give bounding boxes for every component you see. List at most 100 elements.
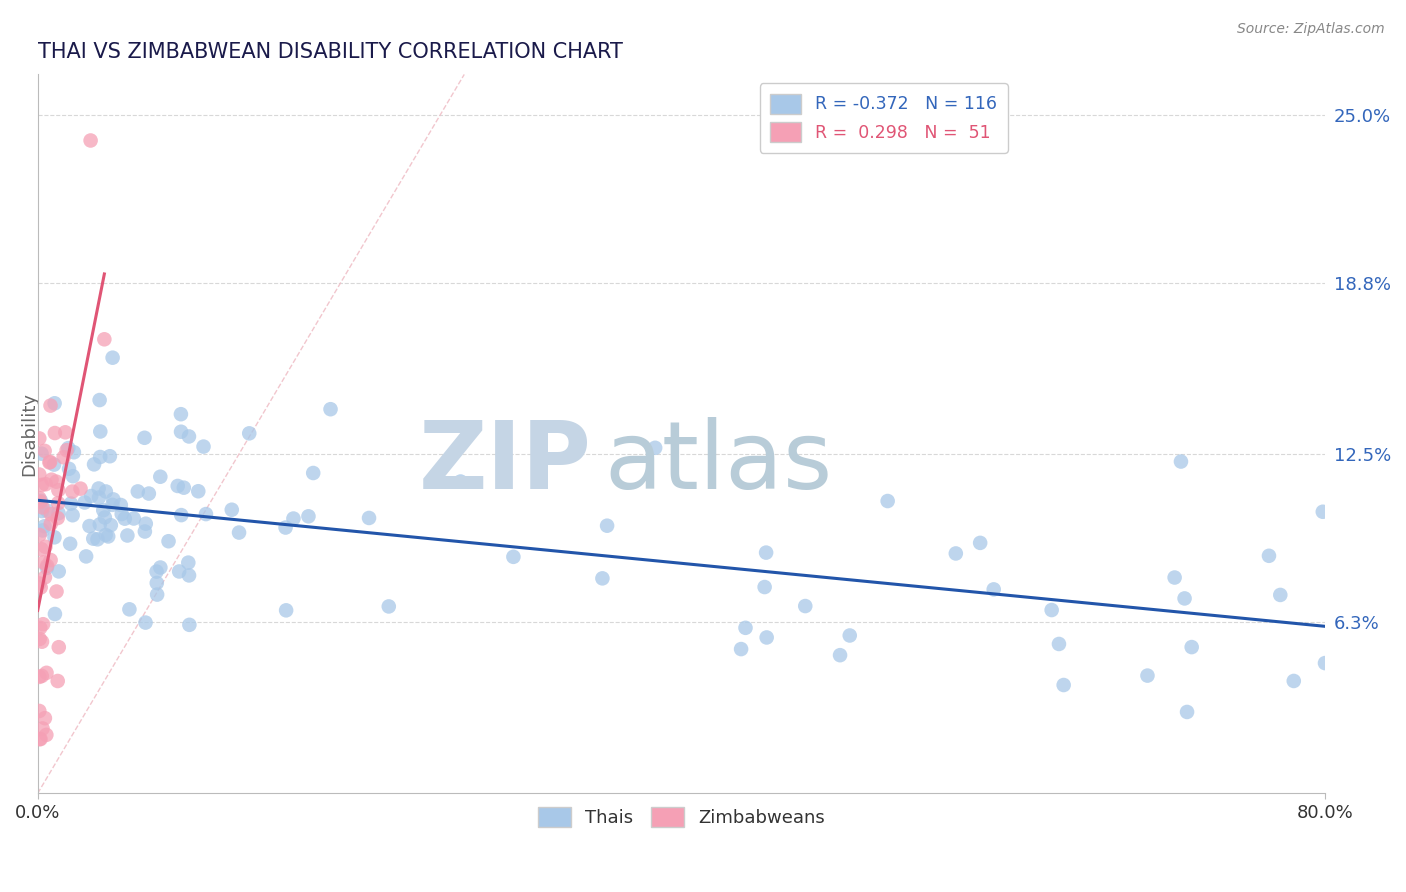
Point [30,732,52,747]
Point [149,560,172,574]
Point [34,519,56,533]
Point [357,511,380,525]
Point [94,528,117,542]
Point [80,489,103,503]
Point [149,469,172,483]
Point [118,602,141,616]
Point [135,615,157,630]
Point [1181,640,1204,654]
Point [274,520,297,534]
Point [86,533,108,547]
Point [73,495,96,509]
Point [34,477,56,491]
Point [69,482,91,496]
Point [101,498,124,512]
Point [1053,678,1076,692]
Point [48,506,70,520]
Point [34,540,56,554]
Point [97,529,120,543]
Point [32,556,55,570]
Point [37,504,59,518]
Point [145,565,167,579]
Point [754,580,776,594]
Point [1270,588,1292,602]
Point [93,332,115,346]
Point [167,565,190,579]
Point [177,568,200,582]
Point [48,483,70,498]
Point [37,558,59,573]
Point [30,493,52,508]
Point [100,518,122,533]
Point [221,502,243,516]
Point [39,553,62,567]
Point [89,450,111,464]
Point [450,475,472,489]
Point [28,632,51,646]
Point [58,441,80,455]
Point [83,458,105,472]
Point [319,402,342,417]
Point [28,732,51,747]
Point [101,351,124,365]
Point [283,511,305,525]
Point [34,443,56,458]
Point [122,511,145,525]
Point [103,492,125,507]
Point [39,507,62,521]
Point [34,570,56,584]
Point [502,549,524,564]
Point [146,588,169,602]
Point [44,530,66,544]
Text: THAI VS ZIMBABWEAN DISABILITY CORRELATION CHART: THAI VS ZIMBABWEAN DISABILITY CORRELATIO… [38,42,623,62]
Point [89,517,111,532]
Point [94,484,117,499]
Point [32,617,55,632]
Point [91,503,114,517]
Point [62,469,84,483]
Text: ZIP: ZIP [419,417,592,508]
Point [111,507,134,521]
Point [44,396,66,410]
Point [1175,705,1198,719]
Point [46,496,69,510]
Point [1312,505,1334,519]
Point [31,500,53,515]
Point [42,458,65,472]
Point [94,510,117,524]
Point [157,534,180,549]
Point [170,425,193,439]
Point [644,441,666,455]
Point [302,466,325,480]
Point [146,576,169,591]
Point [87,491,110,505]
Legend: Thais, Zimbabweans: Thais, Zimbabweans [531,799,832,835]
Point [1163,570,1185,584]
Point [755,546,778,560]
Point [34,711,56,725]
Point [44,425,66,440]
Point [28,528,51,542]
Point [82,532,104,546]
Point [187,484,209,499]
Point [228,525,250,540]
Point [38,455,60,469]
Point [59,537,82,551]
Point [1040,603,1063,617]
Point [170,407,193,421]
Point [79,519,101,533]
Point [1282,673,1305,688]
Point [28,467,51,482]
Point [177,429,200,443]
Point [31,478,53,492]
Point [46,673,69,688]
Text: Source: ZipAtlas.com: Source: ZipAtlas.com [1237,22,1385,37]
Point [193,440,215,454]
Point [59,497,82,511]
Point [794,599,817,613]
Point [1136,668,1159,682]
Point [62,508,84,523]
Point [297,509,319,524]
Point [31,669,53,683]
Point [110,498,132,512]
